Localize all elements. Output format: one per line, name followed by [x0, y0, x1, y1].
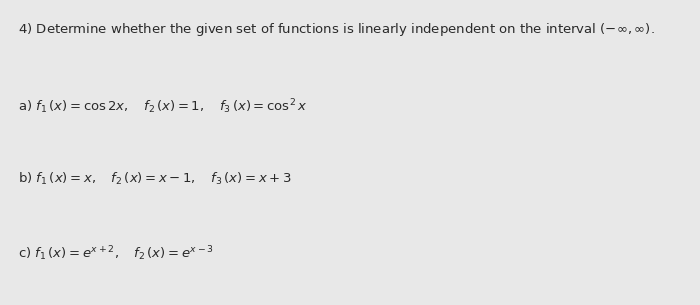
Text: c) $f_1\,(x) = e^{x+2}, \quad f_2\,(x) = e^{x-3}$: c) $f_1\,(x) = e^{x+2}, \quad f_2\,(x) =…: [18, 244, 213, 263]
Text: a) $f_1\,(x) = \cos 2x, \quad f_2\,(x) = 1, \quad f_3\,(x) = \cos^2 x$: a) $f_1\,(x) = \cos 2x, \quad f_2\,(x) =…: [18, 98, 307, 116]
Text: b) $f_1\,(x) = x, \quad f_2\,(x) = x - 1, \quad f_3\,(x) = x + 3$: b) $f_1\,(x) = x, \quad f_2\,(x) = x - 1…: [18, 171, 291, 187]
Text: 4) Determine whether the given set of functions is linearly independent on the i: 4) Determine whether the given set of fu…: [18, 21, 654, 38]
